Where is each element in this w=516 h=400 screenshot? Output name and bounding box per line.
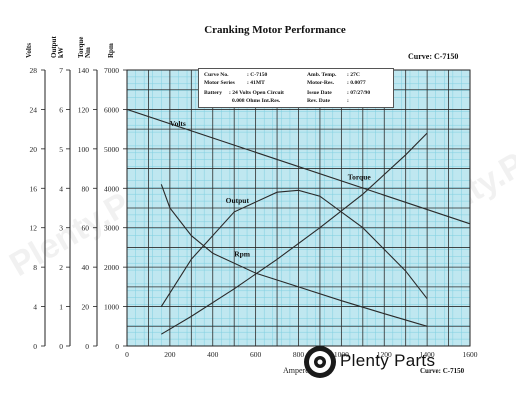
info-label: Motor-Res.	[307, 80, 334, 86]
info-label: Battery	[204, 90, 223, 96]
plenty-parts-logo-icon	[304, 346, 336, 378]
y-tick-label-volts: 8	[33, 263, 37, 272]
y-tick-label-volts: 16	[30, 184, 38, 193]
info-value: 0.008 Ohms Int.Res.	[232, 98, 281, 104]
y-tick-label-rpm: 1000	[104, 303, 119, 312]
y-tick-label-output: 2	[59, 263, 63, 272]
series-line-rpm	[160, 184, 428, 327]
info-label: Curve No.	[204, 72, 229, 78]
axis-title-torque: Torque	[77, 37, 85, 58]
info-value: : 0.0077	[347, 80, 366, 86]
y-tick-label-volts: 28	[30, 66, 38, 75]
y-tick-label-torque: 100	[78, 145, 90, 154]
y-tick-label-rpm: 7000	[104, 66, 119, 75]
info-label: Rev. Date	[307, 98, 330, 104]
y-tick-label-volts: 20	[30, 145, 38, 154]
info-value: : 07/27/90	[347, 90, 371, 96]
axis-title-torque: Nm	[84, 47, 92, 58]
y-tick-label-torque: 20	[82, 303, 90, 312]
x-tick-label: 1400	[420, 350, 435, 359]
y-tick-label-rpm: 3000	[104, 224, 119, 233]
x-tick-label: 400	[207, 350, 219, 359]
curve-id-label-bottom: Curve: C-7150	[420, 367, 465, 375]
info-value: : 41MT	[247, 80, 265, 86]
y-tick-label-output: 0	[59, 342, 63, 351]
axis-title-volts: Volts	[25, 43, 33, 58]
y-tick-label-torque: 120	[78, 105, 90, 114]
x-tick-label: 800	[293, 350, 305, 359]
info-label: Motor Series	[204, 80, 235, 86]
y-tick-label-output: 1	[59, 303, 63, 312]
y-tick-label-rpm: 0	[115, 342, 119, 351]
series-label-rpm: Rpm	[234, 250, 251, 259]
x-axis-label: Amperes	[283, 366, 312, 375]
series-line-volts	[126, 108, 471, 225]
x-tick-label: 1600	[463, 350, 478, 359]
chart-title: Cranking Motor Performance	[204, 24, 346, 36]
y-tick-label-volts: 0	[33, 342, 37, 351]
series-label-volts: Volts	[170, 119, 186, 128]
x-tick-label: 1200	[377, 350, 392, 359]
brand-name: Plenty Parts	[340, 351, 436, 370]
y-tick-label-torque: 0	[85, 342, 89, 351]
series-label-output: Output	[226, 196, 250, 205]
y-tick-label-rpm: 4000	[104, 184, 119, 193]
y-tick-label-output: 5	[59, 145, 63, 154]
x-tick-label: 0	[125, 350, 129, 359]
series-label-torque: Torque	[348, 172, 372, 181]
info-value: :	[347, 98, 349, 104]
y-tick-label-output: 6	[59, 105, 63, 114]
info-label: Amb. Temp.	[307, 72, 337, 78]
y-tick-label-output: 7	[59, 66, 63, 75]
axis-title-rpm: Rpm	[107, 43, 115, 58]
y-tick-label-rpm: 6000	[104, 105, 119, 114]
y-tick-label-output: 3	[59, 224, 63, 233]
x-tick-label: 200	[164, 350, 176, 359]
series-line-output	[160, 189, 428, 307]
y-tick-label-volts: 24	[30, 105, 38, 114]
y-tick-label-torque: 40	[82, 263, 90, 272]
motor-info-box: Curve No. : C-7150 Amb. Temp. : 27C Moto…	[198, 68, 394, 108]
y-tick-label-output: 4	[59, 184, 63, 193]
y-tick-label-torque: 140	[78, 66, 90, 75]
y-tick-label-rpm: 5000	[104, 145, 119, 154]
y-tick-label-volts: 12	[30, 224, 38, 233]
series-line-torque	[161, 132, 428, 335]
x-tick-label: 600	[250, 350, 262, 359]
info-value: : 27C	[347, 72, 360, 78]
y-tick-label-torque: 80	[82, 184, 90, 193]
curve-id-label: Curve: C-7150	[408, 52, 459, 61]
axis-title-output: Output	[50, 36, 58, 58]
info-value: : C-7150	[247, 72, 268, 78]
info-label: Issue Date	[307, 90, 332, 96]
y-tick-label-torque: 60	[82, 224, 90, 233]
axis-title-output: kW	[57, 47, 65, 58]
y-tick-label-volts: 4	[33, 303, 37, 312]
x-tick-label: 1000	[334, 350, 349, 359]
y-tick-label-rpm: 2000	[104, 263, 119, 272]
info-value: : 24 Volts Open Circuit	[229, 90, 284, 96]
